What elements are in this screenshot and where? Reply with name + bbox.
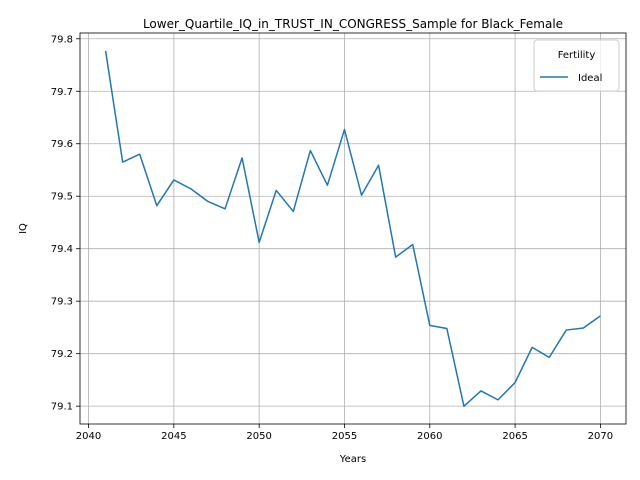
- y-axis-label: IQ: [18, 223, 29, 234]
- y-tick-label: 79.3: [51, 297, 73, 308]
- legend-box: [533, 39, 620, 92]
- x-tick-label: 2060: [417, 431, 442, 442]
- legend-label-ideal: Ideal: [578, 73, 602, 84]
- grid: [80, 33, 626, 424]
- x-axis: 2040 2045 2050 2055 2060 2065 2070: [76, 424, 613, 442]
- y-tick-label: 79.4: [51, 244, 73, 255]
- y-tick-label: 79.5: [51, 192, 73, 203]
- y-tick-label: 79.6: [51, 139, 73, 150]
- x-tick-label: 2045: [161, 431, 186, 442]
- x-tick-label: 2070: [588, 431, 613, 442]
- chart-title: Lower_Quartile_IQ_in_TRUST_IN_CONGRESS_S…: [143, 17, 563, 31]
- y-tick-label: 79.2: [51, 349, 73, 360]
- y-tick-label: 79.1: [51, 402, 73, 413]
- x-axis-label: Years: [339, 454, 366, 465]
- series-line-ideal: [104, 50, 601, 407]
- legend-title: Fertility: [558, 50, 596, 61]
- y-axis: 79.1 79.2 79.3 79.4 79.5 79.6 79.7 79.8: [51, 34, 80, 413]
- y-tick-label: 79.8: [51, 34, 73, 45]
- series-layer: [104, 50, 601, 407]
- x-tick-label: 2065: [502, 431, 527, 442]
- x-tick-label: 2050: [246, 431, 271, 442]
- plot-frame: [79, 32, 627, 425]
- y-tick-label: 79.7: [51, 87, 73, 98]
- legend: Fertility Ideal: [533, 39, 620, 92]
- x-tick-label: 2040: [76, 431, 101, 442]
- x-tick-label: 2055: [332, 431, 357, 442]
